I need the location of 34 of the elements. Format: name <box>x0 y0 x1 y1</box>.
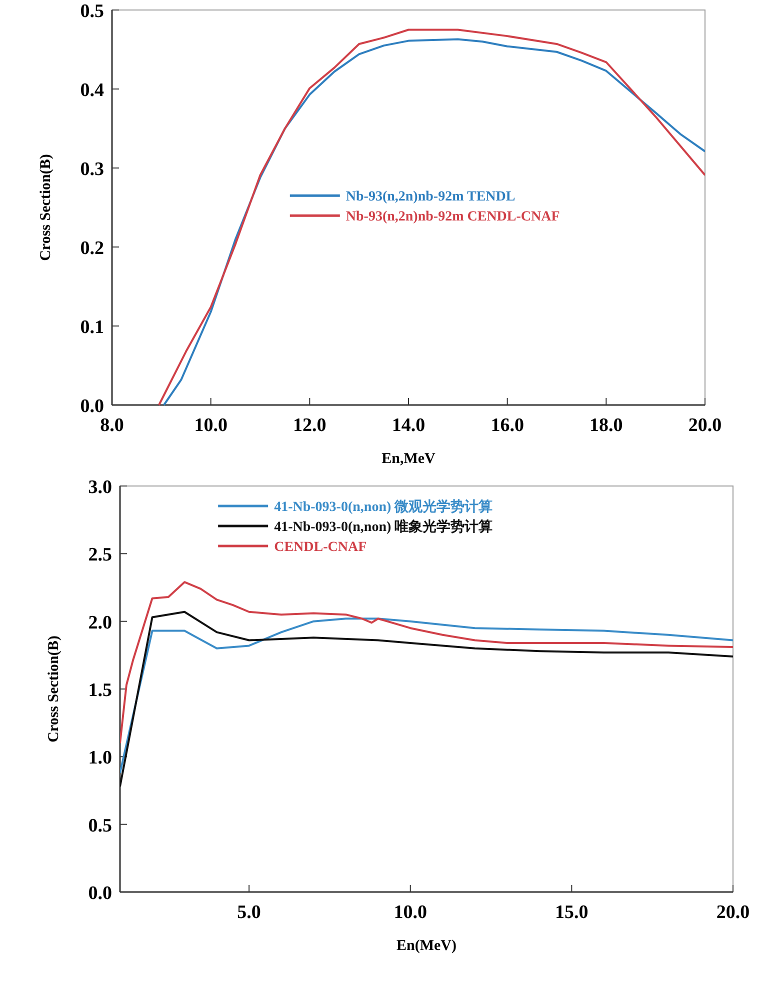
y-axis-title: Cross Section(B) <box>46 636 62 742</box>
x-tick-label: 8.0 <box>100 415 124 436</box>
y-tick-label: 1.0 <box>88 748 112 769</box>
y-tick-label: 1.5 <box>88 680 112 701</box>
x-tick-label: 20.0 <box>716 902 750 923</box>
y-tick-label: 0.1 <box>80 317 104 338</box>
x-tick-label: 5.0 <box>237 902 261 923</box>
x-tick-label: 15.0 <box>555 902 588 923</box>
x-tick-label: 20.0 <box>688 415 722 436</box>
legend-label: 41-Nb-093-0(n,non) 唯象光学势计算 <box>274 518 493 535</box>
y-tick-label: 0.3 <box>80 159 104 180</box>
y-tick-label: 0.0 <box>80 396 104 417</box>
y-tick-label: 0.2 <box>80 238 104 259</box>
x-tick-label: 16.0 <box>490 415 524 436</box>
x-tick-label: 18.0 <box>590 415 623 436</box>
legend-label: Nb-93(n,2n)nb-92m CENDL-CNAF <box>346 210 560 225</box>
line-series <box>120 581 733 744</box>
x-tick-label: 10.0 <box>194 415 228 436</box>
y-tick-label: 0.4 <box>80 80 104 101</box>
x-axis-title: En(MeV) <box>396 938 456 954</box>
legend-label: Nb-93(n,2n)nb-92m TENDL <box>346 190 516 205</box>
x-axis-title: En,MeV <box>382 451 436 467</box>
x-tick-label: 14.0 <box>392 415 426 436</box>
y-tick-label: 3.0 <box>88 477 112 498</box>
y-tick-label: 2.0 <box>88 612 112 634</box>
x-tick-label: 12.0 <box>293 415 326 436</box>
legend-label: 41-Nb-093-0(n,non) 微观光学势计算 <box>274 499 493 515</box>
y-tick-label: 0.5 <box>88 815 112 836</box>
x-tick-label: 10.0 <box>394 902 427 923</box>
legend-label: CENDL-CNAF <box>274 540 367 555</box>
y-tick-label: 0.0 <box>88 883 112 904</box>
y-tick-label: 2.5 <box>88 544 112 566</box>
y-tick-label: 0.5 <box>80 1 104 22</box>
y-axis-title: Cross Section(B) <box>38 154 54 261</box>
